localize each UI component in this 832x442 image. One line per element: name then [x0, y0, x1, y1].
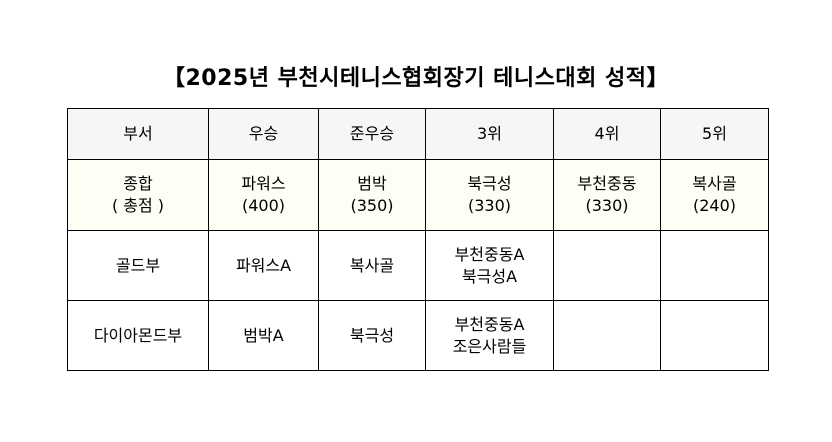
- table-row-gold: 골드부 파워스A 복사골 부천중동A 북극성A: [67, 230, 769, 301]
- team-name: 범박A: [243, 325, 284, 345]
- total-cell: 범박 (350): [318, 159, 426, 231]
- total-label: 종합: [123, 174, 153, 193]
- total-cell: 파워스 (400): [208, 159, 319, 231]
- club-name: 부천중동: [577, 174, 637, 193]
- result-cell: 부천중동A 조은사람들: [425, 300, 554, 371]
- header-runner-up: 준우승: [318, 108, 426, 160]
- total-label-cell: 종합 ( 총점 ): [67, 159, 209, 231]
- team-name: 부천중동A: [454, 314, 525, 334]
- result-cell-empty: [660, 230, 769, 301]
- team-name: 부천중동A: [454, 244, 525, 264]
- division-cell: 다이아몬드부: [67, 300, 209, 371]
- club-score: (330): [467, 196, 512, 215]
- header-5th: 5위: [660, 108, 769, 160]
- division-cell: 골드부: [67, 230, 209, 301]
- total-row: 종합 ( 총점 ) 파워스 (400) 범박 (350) 북극성 (330) 부천중동 (…: [67, 159, 769, 231]
- team-name: 복사골: [349, 255, 395, 275]
- header-division: 부서: [67, 108, 209, 160]
- result-cell: 북극성: [318, 300, 426, 371]
- result-cell-empty: [553, 300, 661, 371]
- club-name: 범박: [357, 174, 387, 193]
- header-row: 부서 우승 준우승 3위 4위 5위: [67, 108, 769, 160]
- result-cell: 범박A: [208, 300, 319, 371]
- result-cell: 파워스A: [208, 230, 319, 301]
- results-table: 부서 우승 준우승 3위 4위 5위 종합 ( 총점 ) 파워스 (400) 범박 (…: [67, 108, 769, 371]
- total-sublabel: ( 총점 ): [111, 196, 165, 215]
- club-name: 북극성: [467, 174, 512, 193]
- total-cell: 복사골 (240): [660, 159, 769, 231]
- header-winner: 우승: [208, 108, 319, 160]
- result-cell: 부천중동A 북극성A: [425, 230, 554, 301]
- result-cell-empty: [553, 230, 661, 301]
- table-row-diamond: 다이아몬드부 범박A 북극성 부천중동A 조은사람들: [67, 300, 769, 371]
- team-name: 북극성A: [461, 266, 518, 286]
- page-title: 【2025년 부천시테니스협회장기 테니스대회 성적】: [162, 66, 670, 91]
- total-cell: 북극성 (330): [425, 159, 554, 231]
- result-cell: 복사골: [318, 230, 426, 301]
- header-4th: 4위: [553, 108, 661, 160]
- team-name: 조은사람들: [452, 336, 527, 356]
- club-score: (240): [692, 196, 737, 215]
- team-name: 파워스A: [235, 255, 292, 275]
- club-score: (350): [350, 196, 394, 215]
- club-name: 파워스: [241, 174, 286, 193]
- club-score: (330): [585, 196, 629, 215]
- header-3rd: 3위: [425, 108, 554, 160]
- total-cell: 부천중동 (330): [553, 159, 661, 231]
- club-score: (400): [241, 196, 286, 215]
- club-name: 복사골: [692, 174, 737, 193]
- team-name: 북극성: [349, 325, 395, 345]
- result-cell-empty: [660, 300, 769, 371]
